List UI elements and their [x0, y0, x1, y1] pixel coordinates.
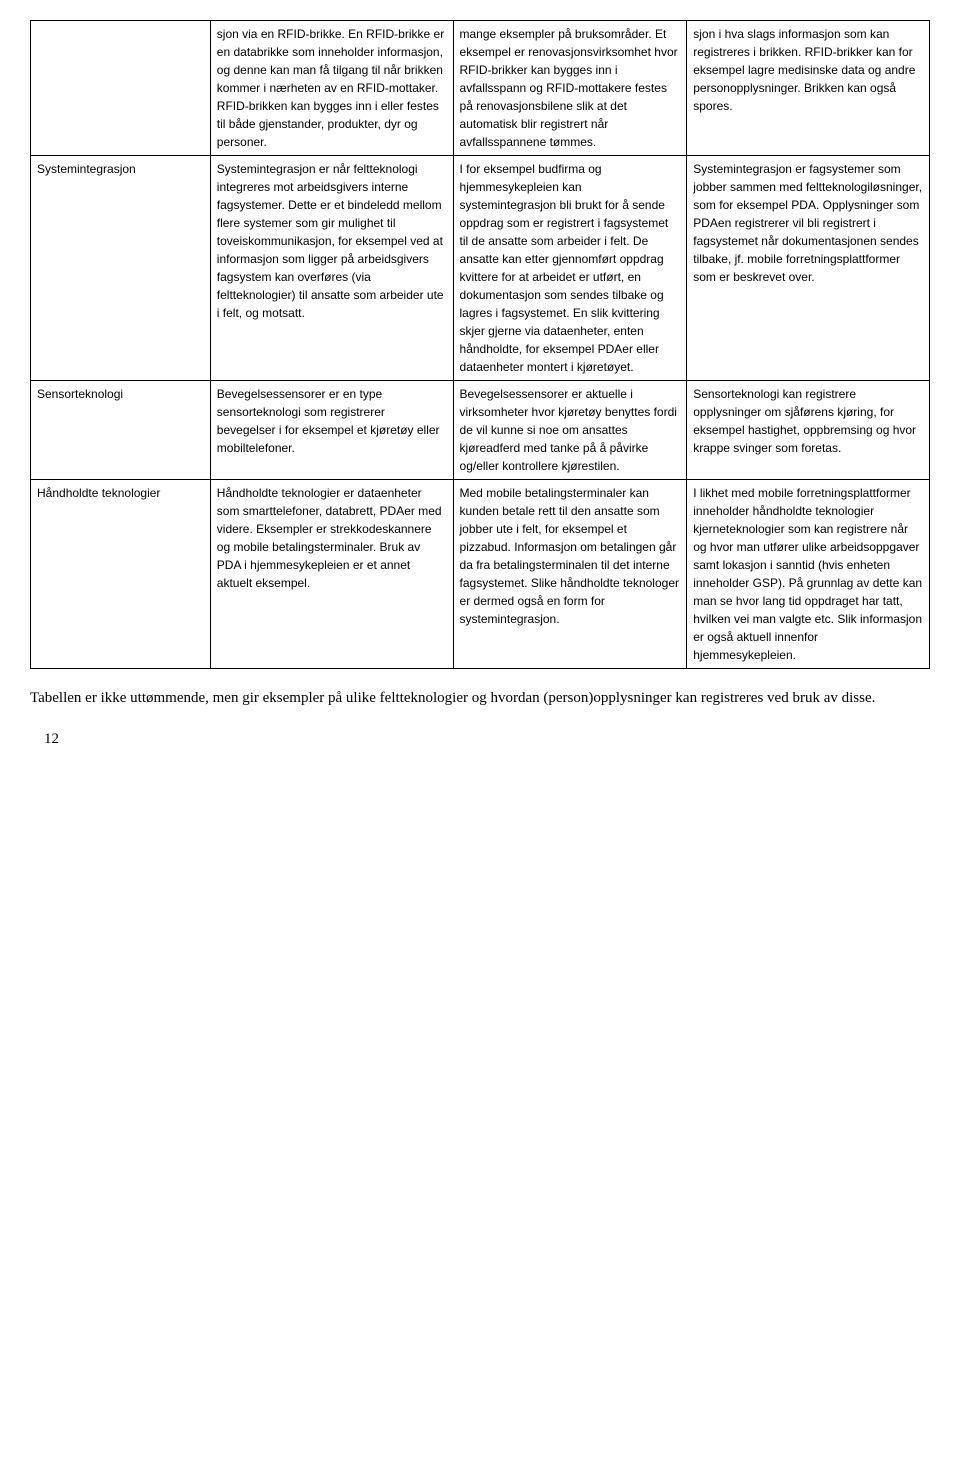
cell-examples: mange eksempler på bruksområder. Et ekse…: [453, 21, 687, 156]
row-label: Systemintegrasjon: [31, 156, 211, 381]
table-row: Håndholdte teknologier Håndholdte teknol…: [31, 480, 930, 669]
technology-table: sjon via en RFID-brikke. En RFID-brikke …: [30, 20, 930, 669]
cell-description: Systemintegrasjon er når feltteknologi i…: [210, 156, 453, 381]
cell-examples: Med mobile betalingsterminaler kan kunde…: [453, 480, 687, 669]
row-label: Håndholdte teknologier: [31, 480, 211, 669]
cell-registration: I likhet med mobile forretningsplattform…: [687, 480, 930, 669]
row-label: [31, 21, 211, 156]
cell-description: Bevegelsessensorer er en type sensortekn…: [210, 381, 453, 480]
table-caption: Tabellen er ikke uttømmende, men gir eks…: [30, 687, 930, 710]
cell-examples: I for eksempel budfirma og hjemmesykeple…: [453, 156, 687, 381]
cell-description: Håndholdte teknologier er dataenheter so…: [210, 480, 453, 669]
cell-registration: Sensorteknologi kan registrere opplysnin…: [687, 381, 930, 480]
table-row: sjon via en RFID-brikke. En RFID-brikke …: [31, 21, 930, 156]
row-label: Sensorteknologi: [31, 381, 211, 480]
table-row: Systemintegrasjon Systemintegrasjon er n…: [31, 156, 930, 381]
cell-examples: Bevegelsessensorer er aktuelle i virksom…: [453, 381, 687, 480]
page-number: 12: [44, 728, 930, 751]
cell-registration: Systemintegrasjon er fagsystemer som job…: [687, 156, 930, 381]
cell-description: sjon via en RFID-brikke. En RFID-brikke …: [210, 21, 453, 156]
cell-registration: sjon i hva slags informasjon som kan reg…: [687, 21, 930, 156]
table-body: sjon via en RFID-brikke. En RFID-brikke …: [31, 21, 930, 669]
table-row: Sensorteknologi Bevegelsessensorer er en…: [31, 381, 930, 480]
